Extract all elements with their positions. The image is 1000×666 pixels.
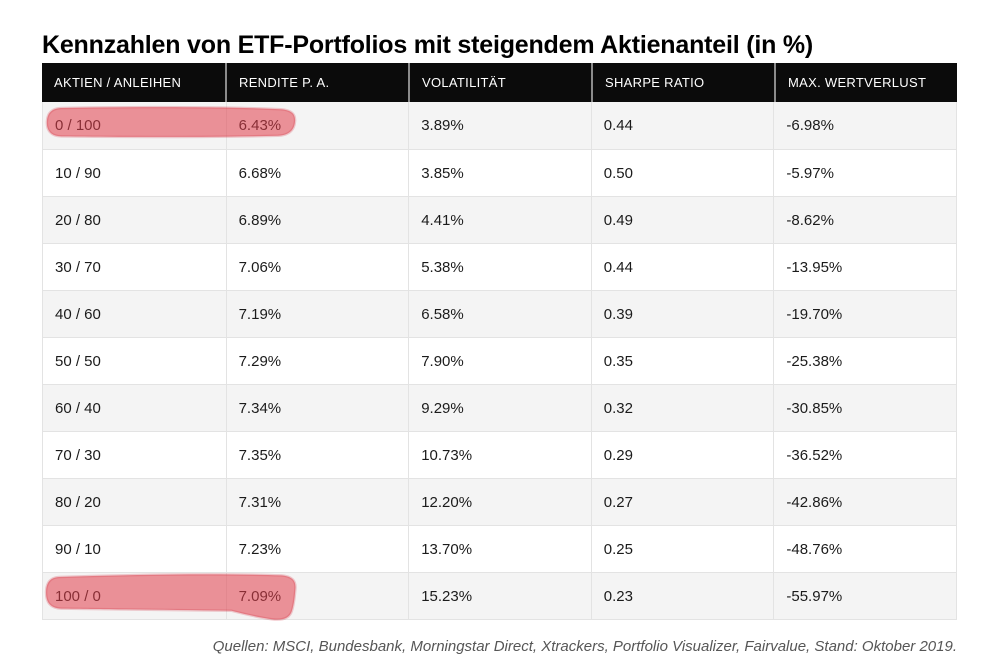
cell: 6.68%	[225, 150, 409, 196]
cell: 0.29	[590, 432, 774, 478]
cell: 30 / 70	[55, 258, 101, 276]
cell: -48.76%	[773, 526, 956, 572]
column-header-rendite: RENDITE P. A.	[225, 63, 408, 102]
table-row: 20 / 80 6.89% 4.41% 0.49 -8.62%	[43, 196, 956, 243]
table-row: 30 / 70 7.06% 5.38% 0.44 -13.95%	[43, 243, 956, 290]
cell: 7.90%	[408, 338, 591, 384]
cell: 10 / 90	[55, 164, 101, 182]
source-note: Quellen: MSCI, Bundesbank, Morningstar D…	[212, 638, 957, 655]
cell: 6.58%	[408, 291, 591, 337]
table-body: 0 / 100 6.43% 3.89% 0.44 -6.98% 10 / 90 …	[42, 102, 957, 620]
cell: 0.44	[590, 102, 774, 149]
cell: -55.97%	[773, 573, 956, 619]
cell: 0.50	[590, 150, 774, 196]
cell: 0.25	[590, 526, 774, 572]
cell: 0.44	[590, 244, 774, 290]
table-header-row: AKTIEN / ANLEIHEN RENDITE P. A. VOLATILI…	[42, 63, 957, 102]
cell: 100 / 0	[55, 587, 101, 605]
cell: 7.31%	[225, 479, 409, 525]
cell: 7.23%	[225, 526, 409, 572]
cell: 20 / 80	[55, 211, 101, 229]
cell: 7.29%	[225, 338, 409, 384]
cell: 0.49	[590, 197, 774, 243]
cell: -36.52%	[773, 432, 956, 478]
cell: 7.06%	[225, 244, 409, 290]
cell: 0.32	[590, 385, 774, 431]
cell: 15.23%	[408, 573, 591, 619]
etf-portfolio-table: AKTIEN / ANLEIHEN RENDITE P. A. VOLATILI…	[42, 63, 957, 620]
cell: 12.20%	[408, 479, 591, 525]
cell: 5.38%	[408, 244, 591, 290]
column-header-max-wertverlust: MAX. WERTVERLUST	[774, 63, 957, 102]
table-row: 90 / 10 7.23% 13.70% 0.25 -48.76%	[43, 525, 956, 572]
cell: 50 / 50	[55, 352, 101, 370]
table-row: 100 / 0 7.09% 15.23% 0.23 -55.97%	[43, 572, 956, 619]
cell: 80 / 20	[55, 493, 101, 511]
cell: 40 / 60	[55, 305, 101, 323]
cell: 13.70%	[408, 526, 591, 572]
cell: -8.62%	[773, 197, 956, 243]
cell: 7.34%	[225, 385, 409, 431]
cell: 0.23	[590, 573, 774, 619]
cell: 60 / 40	[55, 399, 101, 417]
table-row: 80 / 20 7.31% 12.20% 0.27 -42.86%	[43, 478, 956, 525]
cell: -6.98%	[773, 102, 956, 149]
cell: 3.89%	[408, 102, 591, 149]
cell: 3.85%	[408, 150, 591, 196]
table-row: 10 / 90 6.68% 3.85% 0.50 -5.97%	[43, 149, 956, 196]
cell: 7.09%	[225, 573, 409, 619]
page-title: Kennzahlen von ETF-Portfolios mit steige…	[42, 30, 814, 59]
table-row: 70 / 30 7.35% 10.73% 0.29 -36.52%	[43, 431, 956, 478]
cell: 0.39	[590, 291, 774, 337]
cell: -25.38%	[773, 338, 956, 384]
cell: 70 / 30	[55, 446, 101, 464]
cell: 0.27	[590, 479, 774, 525]
cell: 90 / 10	[55, 540, 101, 558]
table-row: 40 / 60 7.19% 6.58% 0.39 -19.70%	[43, 290, 956, 337]
column-header-volatilitaet: VOLATILITÄT	[408, 63, 591, 102]
cell: 10.73%	[408, 432, 591, 478]
cell: 0.35	[590, 338, 774, 384]
column-header-sharpe-ratio: SHARPE RATIO	[591, 63, 774, 102]
cell: -42.86%	[773, 479, 956, 525]
cell: 7.19%	[225, 291, 409, 337]
table-row: 0 / 100 6.43% 3.89% 0.44 -6.98%	[43, 102, 956, 149]
cell: -5.97%	[773, 150, 956, 196]
cell: 6.89%	[225, 197, 409, 243]
column-header-aktien-anleihen: AKTIEN / ANLEIHEN	[54, 75, 182, 90]
cell: -30.85%	[773, 385, 956, 431]
cell: 6.43%	[225, 102, 409, 149]
cell: 0 / 100	[55, 117, 101, 134]
cell: 7.35%	[225, 432, 409, 478]
cell: 9.29%	[408, 385, 591, 431]
table-row: 50 / 50 7.29% 7.90% 0.35 -25.38%	[43, 337, 956, 384]
table-row: 60 / 40 7.34% 9.29% 0.32 -30.85%	[43, 384, 956, 431]
cell: -13.95%	[773, 244, 956, 290]
cell: -19.70%	[773, 291, 956, 337]
cell: 4.41%	[408, 197, 591, 243]
